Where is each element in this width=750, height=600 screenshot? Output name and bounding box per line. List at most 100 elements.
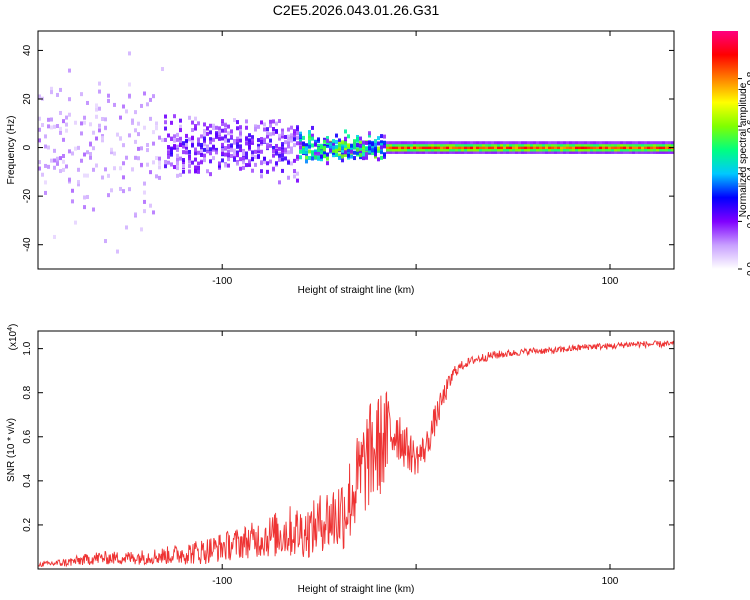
spectrogram-cell <box>467 143 470 147</box>
spectrogram-cell <box>278 146 281 151</box>
spectrogram-cell <box>461 146 464 150</box>
spectrogram-cell <box>47 145 50 150</box>
spectrogram-cell <box>398 143 401 147</box>
spectrogram-cell <box>290 149 293 154</box>
spectrogram-cell <box>230 134 233 139</box>
spectrogram-cell <box>419 146 422 150</box>
spectrogram-cell <box>254 124 257 129</box>
spectrogram-cell <box>296 156 299 161</box>
spectrogram-cell <box>398 150 401 154</box>
spectrogram-cell <box>59 87 62 92</box>
spectrogram-cell <box>356 150 359 155</box>
snr-line <box>37 340 675 568</box>
spectrogram-cell <box>149 116 152 121</box>
spectrogram-cell <box>596 146 599 150</box>
spectrogram-cell <box>83 120 86 125</box>
spectrogram-cell <box>464 150 467 154</box>
spectrogram-cell <box>170 136 173 141</box>
spectrogram-cell <box>443 146 446 150</box>
spectrogram-cell <box>665 143 668 147</box>
spectrogram-cell <box>665 146 668 150</box>
spectrogram-cell <box>632 150 635 154</box>
spectrogram-cell <box>194 147 197 152</box>
spectrogram-cell <box>320 154 323 159</box>
spectrogram-cell <box>431 146 434 150</box>
spectrogram-cell <box>92 146 95 151</box>
spectrogram-cell <box>332 145 335 150</box>
spectrogram-cell <box>650 146 653 150</box>
spectrogram-cell <box>458 141 461 145</box>
spectrogram-cell <box>482 148 485 152</box>
spectrogram-cell <box>254 126 257 131</box>
spectrogram-cell <box>641 150 644 154</box>
spectrogram-cell <box>365 155 368 160</box>
spectrogram-cell <box>377 141 380 146</box>
spectrogram-cell <box>197 142 200 147</box>
spectrogram-cell <box>263 137 266 142</box>
spectrogram-cell <box>617 143 620 147</box>
spectrogram-cells <box>38 51 674 254</box>
spectrogram-cell <box>386 143 389 147</box>
spectrogram-cell <box>290 138 293 143</box>
spectrogram-cell <box>578 143 581 147</box>
spectrogram-cell <box>620 146 623 150</box>
spectrogram-cell <box>476 150 479 154</box>
spectrogram-cell <box>95 103 98 108</box>
spectrogram-cell <box>110 147 113 152</box>
spectrogram-cell <box>284 148 287 153</box>
spectrogram-cell <box>398 146 401 150</box>
spectrogram-cell <box>152 130 155 135</box>
spectrogram-cell <box>77 182 80 187</box>
spectrogram-cell <box>173 143 176 148</box>
spectrogram-cell <box>266 134 269 139</box>
spectrogram-cell <box>239 125 242 130</box>
spectrogram-cell <box>464 141 467 145</box>
spectrogram-cell <box>173 114 176 119</box>
spectrogram-cell <box>257 138 260 143</box>
spectrogram-cell <box>620 143 623 147</box>
spectrogram-cell <box>521 150 524 154</box>
spectrogram-cell <box>311 133 314 138</box>
spectrogram-cell <box>260 149 263 154</box>
spectrogram-cell <box>479 141 482 145</box>
spectrogram-cell <box>287 136 290 141</box>
spectrogram-cell <box>611 141 614 145</box>
spectrogram-cell <box>266 143 269 148</box>
spectrogram-cell <box>281 128 284 133</box>
spectrogram-cell <box>599 148 602 152</box>
spectrogram-cell <box>380 145 383 150</box>
spectrogram-cell <box>302 147 305 152</box>
spectrogram-cell <box>509 141 512 145</box>
spectrogram-cell <box>50 117 53 122</box>
spectrogram-cell <box>488 141 491 145</box>
spectrogram-cell <box>167 145 170 150</box>
spectrogram-cell <box>668 148 671 152</box>
spectrogram-cell <box>281 134 284 139</box>
spectrogram-cell <box>290 125 293 130</box>
spectrogram-cell <box>629 141 632 145</box>
spectrogram-cell <box>500 146 503 150</box>
spectrogram-cell <box>428 148 431 152</box>
spectrogram-cell <box>467 146 470 150</box>
spectrogram-cell <box>437 146 440 150</box>
spectrogram-cell <box>275 148 278 153</box>
spectrogram-cell <box>623 143 626 147</box>
spectrogram-cell <box>659 148 662 152</box>
spectrogram-cell <box>137 132 140 137</box>
spectrogram-cell <box>581 148 584 152</box>
spectrogram-cell <box>419 148 422 152</box>
spectrogram-cell <box>611 146 614 150</box>
spectrogram-cell <box>101 134 104 139</box>
spectrogram-cell <box>266 169 269 174</box>
spectrogram-cell <box>593 143 596 147</box>
spectrogram-cell <box>605 146 608 150</box>
spectrogram-cell <box>140 162 143 167</box>
spectrogram-cell <box>89 155 92 160</box>
snr-y-axis-label: SNR (10 * v/v) <box>6 418 17 482</box>
spectrogram-cell <box>215 134 218 139</box>
spectrogram-cell <box>509 146 512 150</box>
spectrogram-cell <box>185 133 188 138</box>
spectrogram-cell <box>59 110 62 115</box>
spectrogram-cell <box>293 129 296 134</box>
spectrogram-cell <box>101 117 104 122</box>
